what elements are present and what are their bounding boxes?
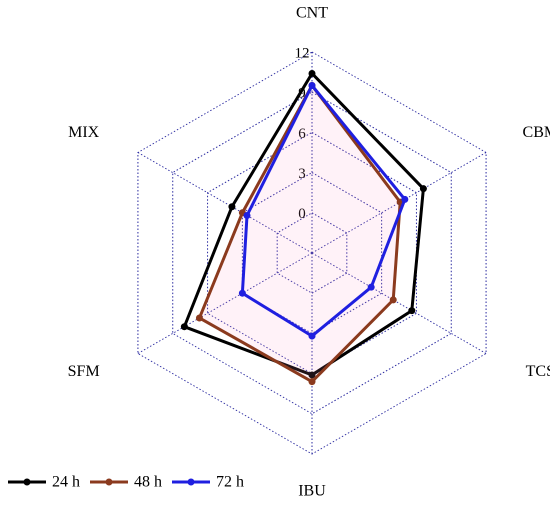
point bbox=[180, 323, 188, 331]
point bbox=[401, 195, 409, 203]
axis-label: CBM bbox=[523, 124, 550, 141]
tick-label: 12 bbox=[295, 45, 310, 61]
tick-label: 9 bbox=[298, 86, 306, 102]
axis-label: SFM bbox=[68, 363, 100, 380]
axis-label: MIX bbox=[68, 124, 100, 141]
legend-label: 24 h bbox=[52, 474, 80, 491]
point bbox=[228, 203, 236, 211]
point bbox=[308, 69, 316, 77]
point bbox=[308, 378, 316, 386]
point bbox=[238, 289, 246, 297]
axis-label: TCS bbox=[526, 363, 550, 380]
legend-marker bbox=[105, 478, 113, 486]
point bbox=[243, 211, 251, 219]
point bbox=[419, 185, 427, 193]
tick-label: 6 bbox=[298, 126, 306, 142]
point bbox=[308, 332, 316, 340]
legend-marker bbox=[187, 478, 195, 486]
axis-label: CNT bbox=[296, 5, 328, 22]
point bbox=[195, 314, 203, 322]
tick-label: 3 bbox=[298, 166, 306, 182]
point bbox=[389, 296, 397, 304]
legend-marker bbox=[23, 478, 31, 486]
point bbox=[308, 371, 316, 379]
point bbox=[408, 307, 416, 315]
point bbox=[308, 82, 316, 89]
axis-label: IBU bbox=[298, 483, 326, 500]
tick-label: 0 bbox=[298, 206, 306, 222]
point bbox=[367, 283, 375, 291]
legend-label: 48 h bbox=[134, 474, 162, 491]
legend-label: 72 h bbox=[216, 474, 244, 491]
grid-ring bbox=[276, 212, 348, 294]
